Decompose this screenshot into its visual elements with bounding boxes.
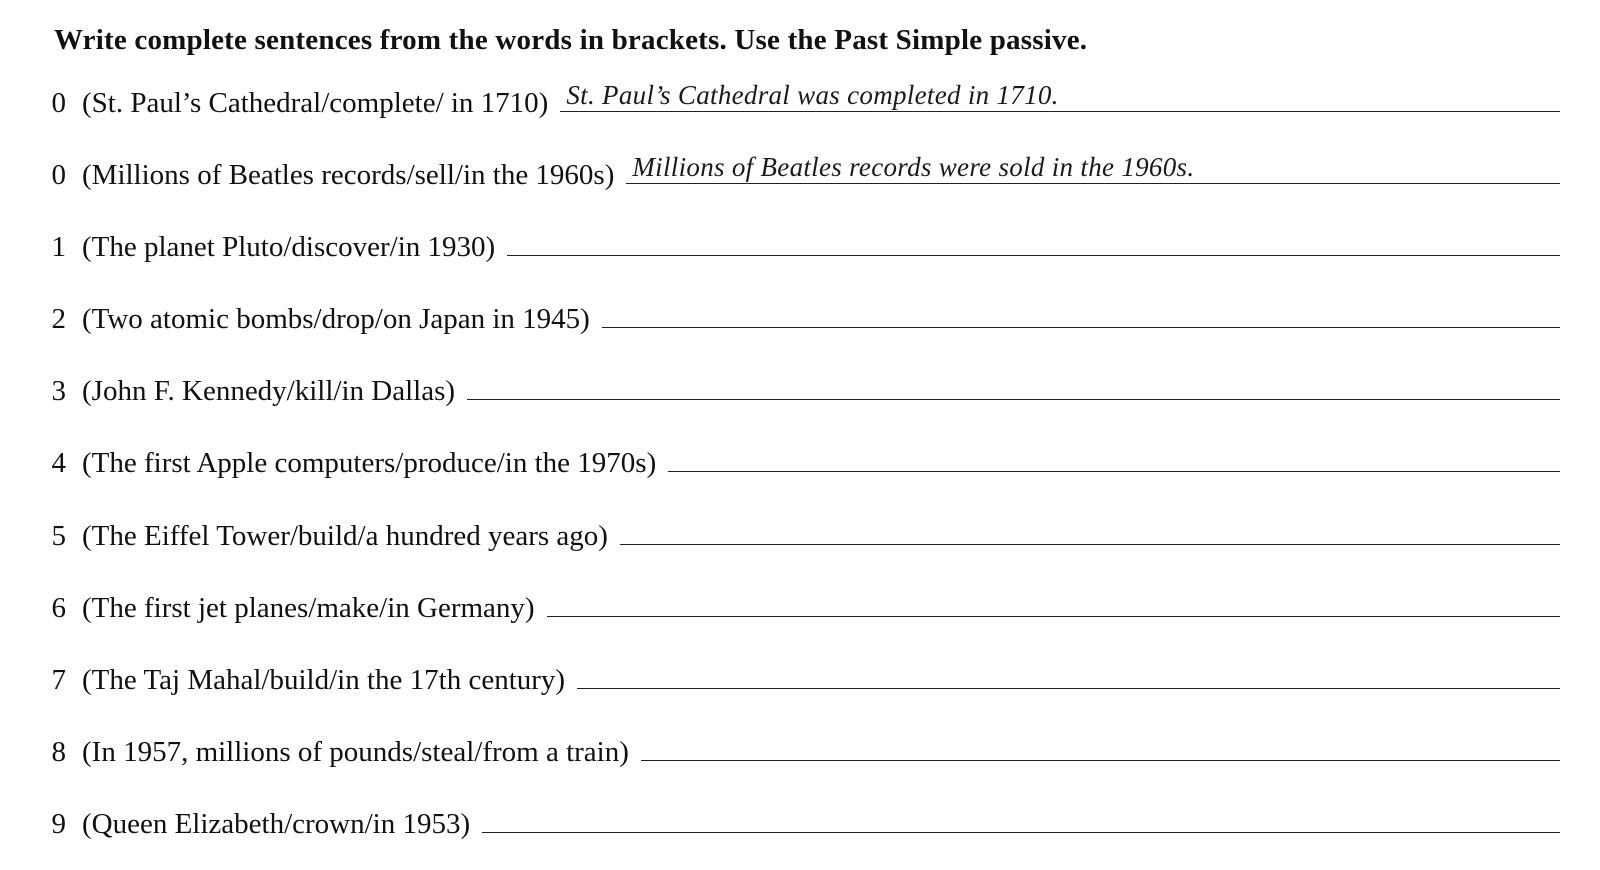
- answer-blank[interactable]: [641, 723, 1560, 760]
- item-number: 6: [18, 591, 82, 626]
- item-number: 0: [18, 86, 82, 121]
- exercise-item: 0 (St. Paul’s Cathedral/complete/ in 171…: [18, 75, 1560, 121]
- handwritten-answer: Millions of Beatles records were sold in…: [632, 151, 1194, 183]
- item-prompt: (John F. Kennedy/kill/in Dallas): [82, 374, 455, 409]
- item-number: 4: [18, 446, 82, 481]
- exercise-list: 0 (St. Paul’s Cathedral/complete/ in 171…: [18, 75, 1560, 870]
- exercise-item: 0 (Millions of Beatles records/sell/in t…: [18, 147, 1560, 193]
- answer-blank[interactable]: St. Paul’s Cathedral was completed in 17…: [560, 75, 1560, 112]
- answer-blank[interactable]: [482, 795, 1560, 832]
- exercise-item: 9 (Queen Elizabeth/crown/in 1953): [18, 795, 1560, 841]
- exercise-item: 6 (The first jet planes/make/in Germany): [18, 579, 1560, 625]
- item-number: 9: [18, 807, 82, 842]
- exercise-item: 2 (Two atomic bombs/drop/on Japan in 194…: [18, 291, 1560, 337]
- item-number: 1: [18, 230, 82, 265]
- item-prompt: (St. Paul’s Cathedral/complete/ in 1710): [82, 86, 548, 121]
- item-prompt: (The first Apple computers/produce/in th…: [82, 446, 656, 481]
- answer-blank[interactable]: [467, 363, 1560, 400]
- item-prompt: (Millions of Beatles records/sell/in the…: [82, 158, 614, 193]
- item-number: 2: [18, 302, 82, 337]
- item-prompt: (The Taj Mahal/build/in the 17th century…: [82, 663, 565, 698]
- answer-blank[interactable]: Millions of Beatles records were sold in…: [626, 147, 1560, 184]
- item-prompt: (Queen Elizabeth/crown/in 1953): [82, 807, 470, 842]
- answer-blank[interactable]: [602, 291, 1560, 328]
- item-prompt: (The first jet planes/make/in Germany): [82, 591, 535, 626]
- handwritten-answer: St. Paul’s Cathedral was completed in 17…: [566, 79, 1058, 111]
- exercise-item: 4 (The first Apple computers/produce/in …: [18, 435, 1560, 481]
- exercise-item: 7 (The Taj Mahal/build/in the 17th centu…: [18, 651, 1560, 697]
- exercise-instruction: Write complete sentences from the words …: [54, 24, 1560, 57]
- item-prompt: (Two atomic bombs/drop/on Japan in 1945): [82, 302, 590, 337]
- item-prompt: (The Eiffel Tower/build/a hundred years …: [82, 519, 608, 554]
- answer-blank[interactable]: [507, 219, 1560, 256]
- item-number: 8: [18, 735, 82, 770]
- exercise-item: 1 (The planet Pluto/discover/in 1930): [18, 219, 1560, 265]
- item-prompt: (The planet Pluto/discover/in 1930): [82, 230, 495, 265]
- item-number: 7: [18, 663, 82, 698]
- answer-blank[interactable]: [547, 579, 1560, 616]
- answer-blank[interactable]: [577, 651, 1560, 688]
- item-number: 0: [18, 158, 82, 193]
- item-number: 5: [18, 519, 82, 554]
- exercise-item: 3 (John F. Kennedy/kill/in Dallas): [18, 363, 1560, 409]
- answer-blank[interactable]: [668, 435, 1560, 472]
- exercise-item: 5 (The Eiffel Tower/build/a hundred year…: [18, 507, 1560, 553]
- item-prompt: (In 1957, millions of pounds/steal/from …: [82, 735, 629, 770]
- answer-blank[interactable]: [620, 507, 1560, 544]
- item-number: 3: [18, 374, 82, 409]
- exercise-item: 8 (In 1957, millions of pounds/steal/fro…: [18, 723, 1560, 769]
